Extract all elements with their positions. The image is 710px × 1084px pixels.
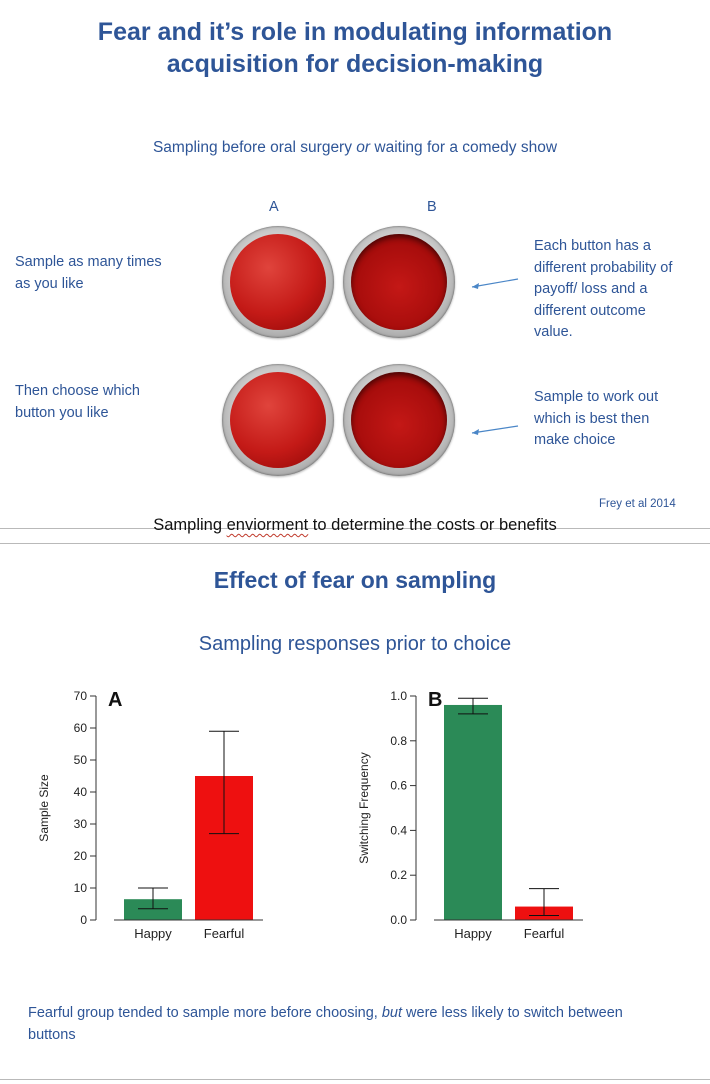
caption-misspelled-word: enviorment [226, 516, 309, 534]
arrow-left-icon [471, 278, 519, 289]
red-button-b-bottom[interactable] [343, 364, 455, 476]
x-tick-label: Happy [134, 926, 172, 941]
divider [0, 1079, 710, 1080]
divider [0, 543, 710, 544]
y-tick-label: 60 [74, 721, 88, 735]
left-instruction-2: Then choose which button you like [15, 381, 140, 424]
y-tick-label: 40 [74, 785, 88, 799]
y-tick-label: 0.4 [390, 823, 407, 837]
y-axis-label: Switching Frequency [358, 752, 371, 863]
red-button-face [230, 234, 326, 330]
red-button-face [230, 372, 326, 468]
x-tick-label: Fearful [524, 926, 565, 941]
slide1-title: Fear and it’s role in modulating informa… [0, 16, 710, 80]
bar-happy [124, 899, 182, 920]
footer-but: but [381, 1005, 403, 1021]
arrow-left-icon [471, 425, 519, 435]
slide1-subtitle: Sampling before oral surgery or waiting … [0, 139, 710, 157]
left-instruction-2-line1: Then choose which [15, 383, 140, 399]
y-tick-label: 70 [74, 689, 88, 703]
y-tick-label: 0.8 [390, 734, 407, 748]
right-note-2-line: make choice [534, 432, 616, 448]
y-tick-label: 10 [74, 881, 88, 895]
footer-pre: Fearful group tended to sample more befo… [28, 1005, 382, 1021]
slide-caption: Sampling enviorment to determine the cos… [0, 516, 710, 535]
right-note-1-line: different probability of [534, 259, 673, 276]
right-note-1-line: value. [534, 324, 573, 340]
x-tick-label: Happy [454, 926, 492, 941]
y-tick-label: 0.6 [390, 779, 407, 793]
chart-sample-size: 0 10 20 30 40 50 60 70 Sample Size A Happy Fearful [38, 689, 263, 941]
left-instruction-2-line2: button you like [15, 404, 109, 421]
red-button-face [351, 372, 447, 468]
y-tick-label: 30 [74, 817, 88, 831]
column-label-b: B [427, 199, 437, 215]
right-note-1-line: Each button has a [534, 238, 651, 254]
right-note-1-line: payoff/ loss and a [534, 281, 648, 297]
citation: Frey et al 2014 [599, 498, 676, 510]
footer-post: were less likely to switch between butto… [28, 1005, 623, 1043]
right-note-2-line: Sample to work out [534, 389, 659, 405]
caption-pre: Sampling [153, 516, 227, 534]
y-tick-label: 0.2 [390, 868, 407, 882]
y-tick-label: 1.0 [390, 689, 407, 703]
subtitle-post: waiting for a comedy show [370, 139, 558, 156]
right-note-1: Each button has a different probability … [534, 236, 672, 344]
bar-happy [444, 704, 502, 920]
y-tick-label: 0 [80, 913, 87, 927]
y-tick-label: 0.0 [390, 913, 407, 927]
divider [0, 528, 710, 529]
chart-switching-frequency: 0.0 0.2 0.4 0.6 0.8 1.0 Switching Frequency B Ha… [358, 689, 583, 941]
column-label-a: A [269, 199, 279, 215]
panel-label: B [428, 689, 442, 711]
subtitle-or: or [356, 139, 371, 156]
slide2-title: Effect of fear on sampling [213, 567, 497, 593]
subtitle-pre: Sampling before oral surgery [152, 139, 357, 156]
right-note-2: Sample to work out which is best then ma… [534, 387, 658, 452]
slide2-footer: Fearful group tended to sample more befo… [28, 1003, 668, 1046]
x-tick-label: Fearful [204, 926, 245, 941]
panel-label: A [108, 689, 122, 711]
slide1-title-line1: Fear and it’s role in modulating informa… [97, 18, 613, 46]
y-axis-label: Sample Size [38, 774, 51, 842]
left-instruction-1-line1: Sample as many times [15, 254, 162, 270]
right-note-1-line: different outcome [534, 302, 646, 319]
y-tick-label: 50 [74, 753, 88, 767]
caption-post: to determine the costs or benefits [308, 516, 557, 534]
red-button-face [351, 234, 447, 330]
red-button-a-bottom[interactable] [222, 364, 334, 476]
right-note-2-line: which is best then [534, 410, 650, 427]
left-instruction-1-line2: as you like [15, 275, 84, 292]
slide1-title-line2: acquisition for decision-making [166, 50, 544, 78]
red-button-a-top[interactable] [222, 226, 334, 338]
left-instruction-1: Sample as many times as you like [15, 252, 162, 295]
slide2-subtitle: Sampling responses prior to choice [198, 633, 512, 655]
y-tick-label: 20 [74, 849, 88, 863]
red-button-b-top[interactable] [343, 226, 455, 338]
